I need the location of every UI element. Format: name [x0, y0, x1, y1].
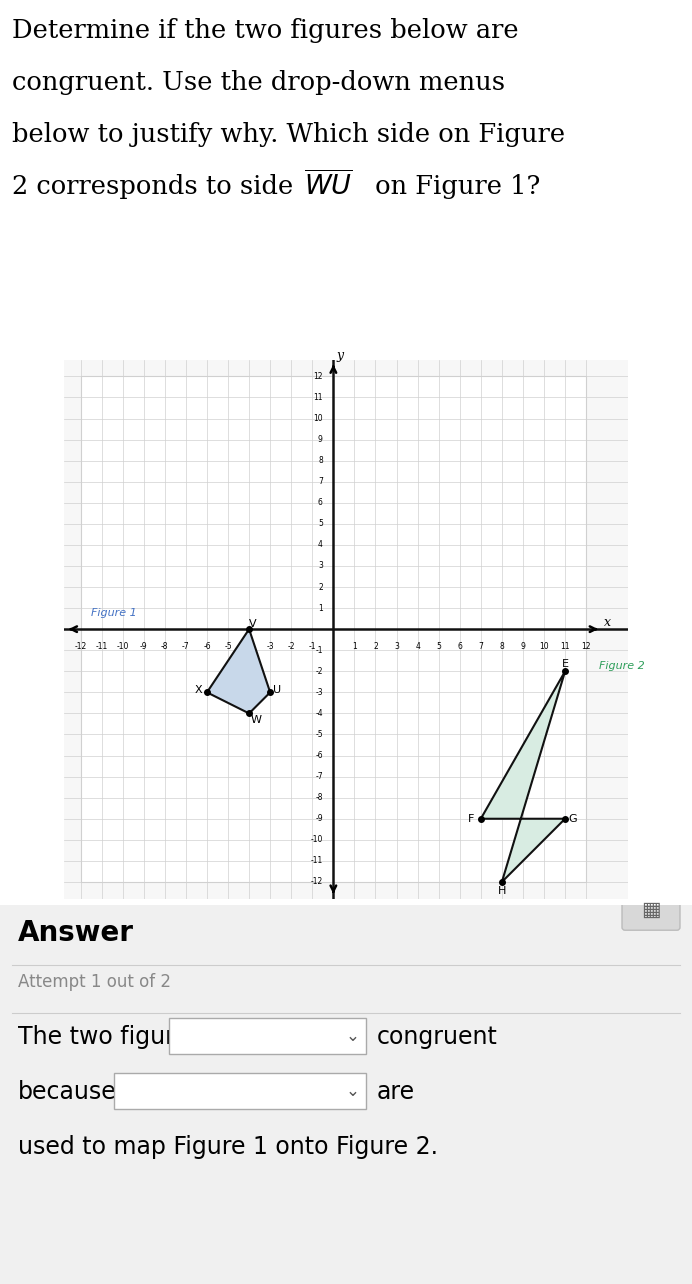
Text: $\overline{WU}$: $\overline{WU}$: [304, 169, 353, 200]
Text: -2: -2: [287, 642, 295, 651]
Text: 9: 9: [520, 642, 525, 651]
Bar: [80, 376, 586, 882]
Text: G: G: [568, 814, 576, 824]
Text: 9: 9: [318, 435, 323, 444]
Text: Attempt 1 out of 2: Attempt 1 out of 2: [18, 973, 171, 991]
Text: -4: -4: [315, 709, 323, 718]
Text: 6: 6: [457, 642, 462, 651]
FancyBboxPatch shape: [622, 890, 680, 930]
Text: 3: 3: [394, 642, 399, 651]
Text: V: V: [248, 619, 256, 629]
Text: -7: -7: [315, 772, 323, 781]
Text: -6: -6: [203, 642, 211, 651]
Text: because: because: [18, 1080, 117, 1104]
Text: 5: 5: [318, 519, 323, 528]
Text: 2: 2: [318, 583, 323, 592]
Text: 4: 4: [318, 541, 323, 550]
Text: 12: 12: [313, 372, 323, 381]
Text: 11: 11: [313, 393, 323, 402]
Text: -12: -12: [75, 642, 86, 651]
Text: -2: -2: [316, 666, 323, 675]
Text: -1: -1: [316, 646, 323, 655]
Text: -3: -3: [266, 642, 274, 651]
Text: 8: 8: [318, 456, 323, 465]
Polygon shape: [481, 672, 565, 882]
Text: 10: 10: [313, 413, 323, 422]
Text: -10: -10: [311, 836, 323, 845]
FancyBboxPatch shape: [169, 1018, 366, 1054]
Text: -9: -9: [140, 642, 147, 651]
Text: -3: -3: [315, 688, 323, 697]
Text: 10: 10: [539, 642, 549, 651]
Text: y: y: [336, 349, 343, 362]
Text: 3: 3: [318, 561, 323, 570]
Text: on Figure 1?: on Figure 1?: [367, 175, 540, 199]
Text: Figure 1: Figure 1: [91, 607, 137, 618]
Text: 6: 6: [318, 498, 323, 507]
Text: congruent. Use the drop-down menus: congruent. Use the drop-down menus: [12, 71, 505, 95]
Text: E: E: [562, 659, 569, 669]
Text: -10: -10: [116, 642, 129, 651]
Text: 2 corresponds to side: 2 corresponds to side: [12, 175, 302, 199]
Text: Answer: Answer: [18, 919, 134, 948]
Text: Figure 2: Figure 2: [599, 661, 644, 670]
Text: -1: -1: [309, 642, 316, 651]
Text: X: X: [194, 686, 202, 695]
Text: 4: 4: [415, 642, 420, 651]
Text: -5: -5: [224, 642, 232, 651]
Text: F: F: [468, 814, 475, 824]
Text: -5: -5: [315, 731, 323, 740]
Text: ⌄: ⌄: [346, 1027, 360, 1045]
Text: congruent: congruent: [377, 1025, 498, 1049]
Text: W: W: [251, 715, 262, 724]
Text: x: x: [604, 616, 611, 629]
Text: -6: -6: [315, 751, 323, 760]
Text: -4: -4: [245, 642, 253, 651]
Text: -9: -9: [315, 814, 323, 823]
Polygon shape: [207, 629, 270, 714]
Text: U: U: [273, 686, 282, 695]
Text: 1: 1: [318, 603, 323, 612]
Text: ⌄: ⌄: [346, 1082, 360, 1100]
Text: 1: 1: [352, 642, 357, 651]
Text: 2: 2: [373, 642, 378, 651]
Bar: [80, 376, 586, 882]
Text: 8: 8: [500, 642, 504, 651]
Text: 12: 12: [581, 642, 591, 651]
Text: below to justify why. Which side on Figure: below to justify why. Which side on Figu…: [12, 122, 565, 146]
Text: -8: -8: [161, 642, 169, 651]
Text: Determine if the two figures below are: Determine if the two figures below are: [12, 18, 518, 42]
Text: The two figures: The two figures: [18, 1025, 201, 1049]
Text: 7: 7: [478, 642, 483, 651]
Text: -7: -7: [182, 642, 190, 651]
Text: are: are: [377, 1080, 415, 1104]
Text: 5: 5: [436, 642, 441, 651]
Text: 7: 7: [318, 478, 323, 487]
FancyBboxPatch shape: [114, 1073, 366, 1109]
Text: -12: -12: [311, 877, 323, 886]
Text: -11: -11: [95, 642, 108, 651]
Text: H: H: [498, 886, 506, 896]
Text: 11: 11: [561, 642, 570, 651]
Text: ▦: ▦: [641, 900, 661, 921]
Text: -8: -8: [316, 794, 323, 802]
Text: -11: -11: [311, 856, 323, 865]
Text: used to map Figure 1 onto Figure 2.: used to map Figure 1 onto Figure 2.: [18, 1135, 438, 1159]
